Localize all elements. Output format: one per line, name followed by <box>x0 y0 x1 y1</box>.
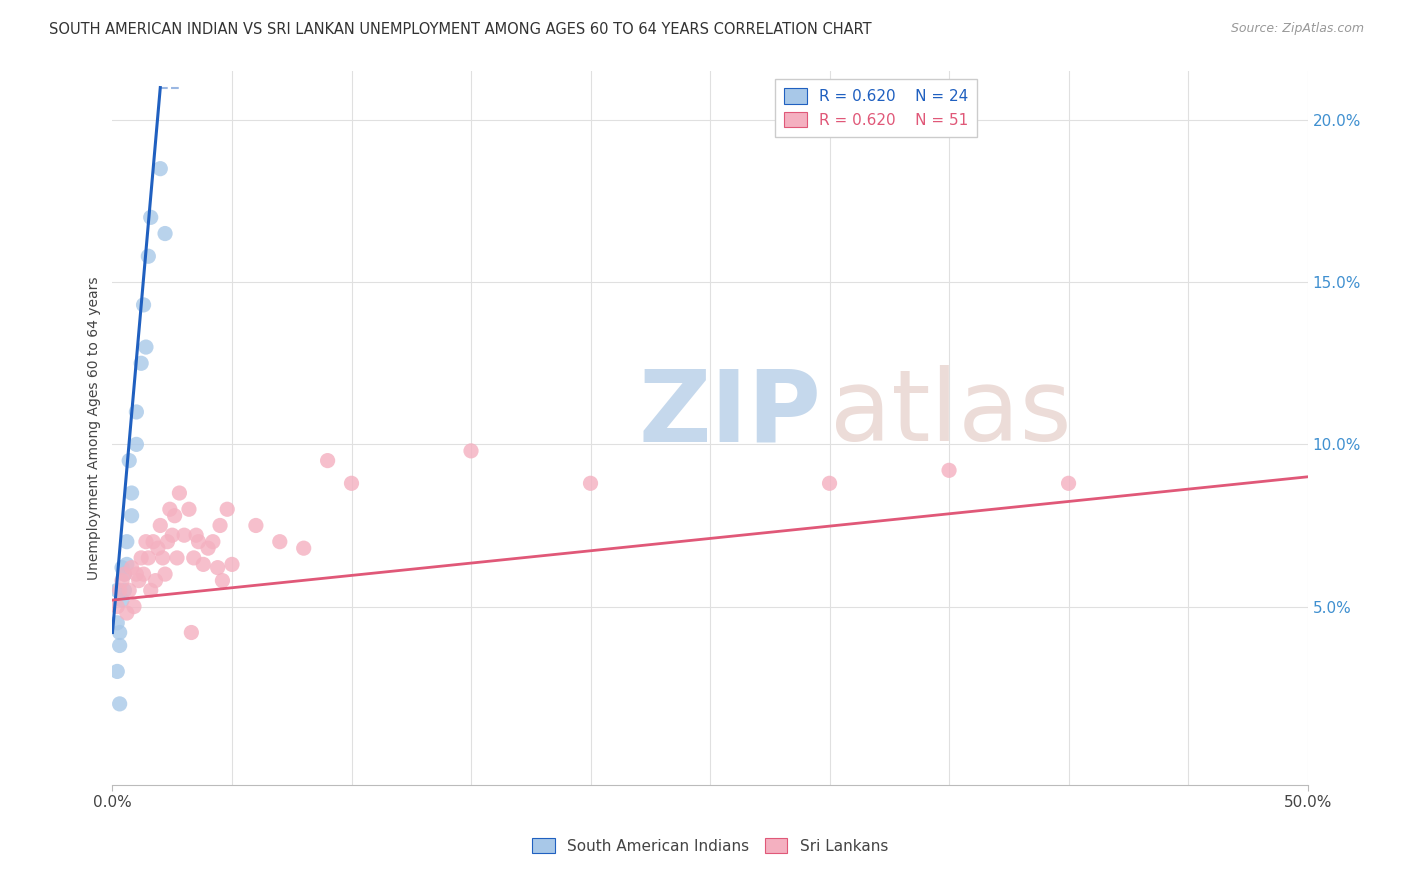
Point <box>121 486 143 500</box>
Point <box>245 518 267 533</box>
Point <box>105 665 128 679</box>
Text: SOUTH AMERICAN INDIAN VS SRI LANKAN UNEMPLOYMENT AMONG AGES 60 TO 64 YEARS CORRE: SOUTH AMERICAN INDIAN VS SRI LANKAN UNEM… <box>49 22 872 37</box>
Point <box>108 639 131 653</box>
Point <box>197 541 219 556</box>
Point <box>145 574 167 588</box>
Text: ZIP: ZIP <box>638 366 821 462</box>
Point <box>139 583 162 598</box>
Point <box>221 558 243 572</box>
Point <box>138 249 160 263</box>
Point <box>183 550 205 565</box>
Point <box>105 583 128 598</box>
Point <box>193 558 215 572</box>
Point <box>166 550 188 565</box>
Point <box>209 518 232 533</box>
Point <box>135 340 157 354</box>
Point <box>129 550 152 565</box>
Point <box>938 463 960 477</box>
Point <box>207 560 229 574</box>
Point <box>118 453 141 467</box>
Legend: South American Indians, Sri Lankans: South American Indians, Sri Lankans <box>523 829 897 863</box>
Point <box>115 534 138 549</box>
Point <box>142 534 165 549</box>
Point <box>186 528 208 542</box>
Point <box>153 227 176 241</box>
Point <box>105 615 128 630</box>
Point <box>125 405 148 419</box>
Point <box>162 528 183 542</box>
Point <box>149 518 172 533</box>
Point <box>114 583 135 598</box>
Point <box>121 508 143 523</box>
Point <box>180 625 202 640</box>
Point <box>818 476 841 491</box>
Point <box>146 541 169 556</box>
Point <box>1057 476 1080 491</box>
Point <box>132 298 155 312</box>
Point <box>125 567 148 582</box>
Point <box>114 567 135 582</box>
Point <box>132 567 155 582</box>
Point <box>201 534 224 549</box>
Point <box>138 550 160 565</box>
Point <box>122 599 145 614</box>
Point <box>108 625 131 640</box>
Point <box>114 567 135 582</box>
Point <box>125 437 148 451</box>
Point <box>149 161 172 176</box>
Point <box>152 550 174 565</box>
Point <box>118 583 141 598</box>
Y-axis label: Unemployment Among Ages 60 to 64 years: Unemployment Among Ages 60 to 64 years <box>87 277 101 580</box>
Point <box>340 476 363 491</box>
Point <box>159 502 181 516</box>
Point <box>105 599 128 614</box>
Point <box>292 541 315 556</box>
Point <box>211 574 233 588</box>
Point <box>269 534 291 549</box>
Point <box>129 356 152 370</box>
Point <box>173 528 195 542</box>
Point <box>108 583 131 598</box>
Point <box>163 508 186 523</box>
Point <box>177 502 200 516</box>
Point <box>316 453 339 467</box>
Point <box>153 567 176 582</box>
Point <box>108 697 131 711</box>
Point <box>111 574 134 588</box>
Point <box>187 534 209 549</box>
Point <box>579 476 602 491</box>
Point <box>115 606 138 620</box>
Point <box>460 443 482 458</box>
Point <box>169 486 191 500</box>
Point <box>115 558 138 572</box>
Point <box>111 593 134 607</box>
Point <box>135 534 157 549</box>
Point <box>128 574 150 588</box>
Text: atlas: atlas <box>830 366 1071 462</box>
Point <box>156 534 179 549</box>
Point <box>217 502 239 516</box>
Text: Source: ZipAtlas.com: Source: ZipAtlas.com <box>1230 22 1364 36</box>
Point <box>111 560 134 574</box>
Point <box>121 560 143 574</box>
Point <box>139 211 162 225</box>
